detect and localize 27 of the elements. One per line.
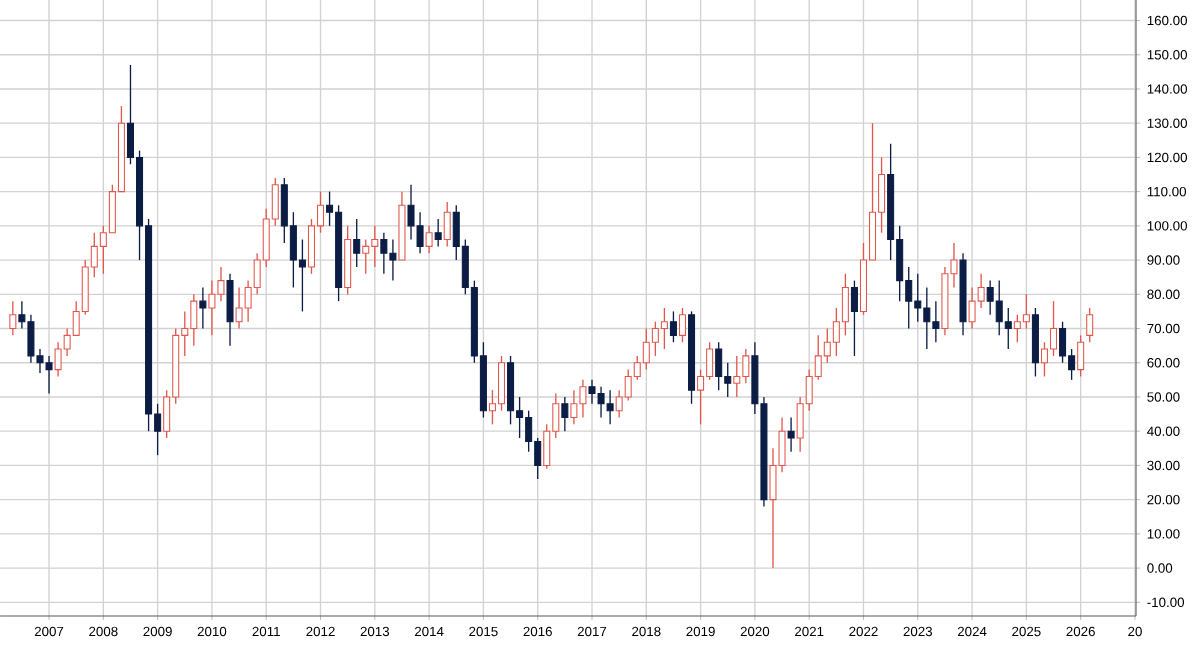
candlestick [715,341,723,391]
candlestick [344,225,352,295]
candlestick [561,396,569,432]
candlestick [1086,307,1094,343]
candlestick [678,307,687,343]
candlestick [9,300,17,337]
candlestick [1059,321,1067,364]
candlestick [199,286,207,330]
candlestick [787,416,795,453]
candlestick [362,238,370,275]
candlestick [669,310,677,343]
candlestick [443,201,451,248]
candlestick [434,218,442,248]
candlestick [507,355,515,426]
candlestick [1049,300,1058,357]
candlestick [1022,293,1030,330]
candlestick [841,273,849,337]
candlestick [353,218,361,268]
candlestick [1031,307,1039,378]
candlestick [1004,307,1012,350]
candlestick [226,273,234,347]
candlestick [850,279,858,357]
candlestick [425,225,433,254]
candlestick [497,355,506,412]
candlestick [660,307,668,350]
candlestick [733,355,741,398]
candlestick [1077,334,1085,378]
